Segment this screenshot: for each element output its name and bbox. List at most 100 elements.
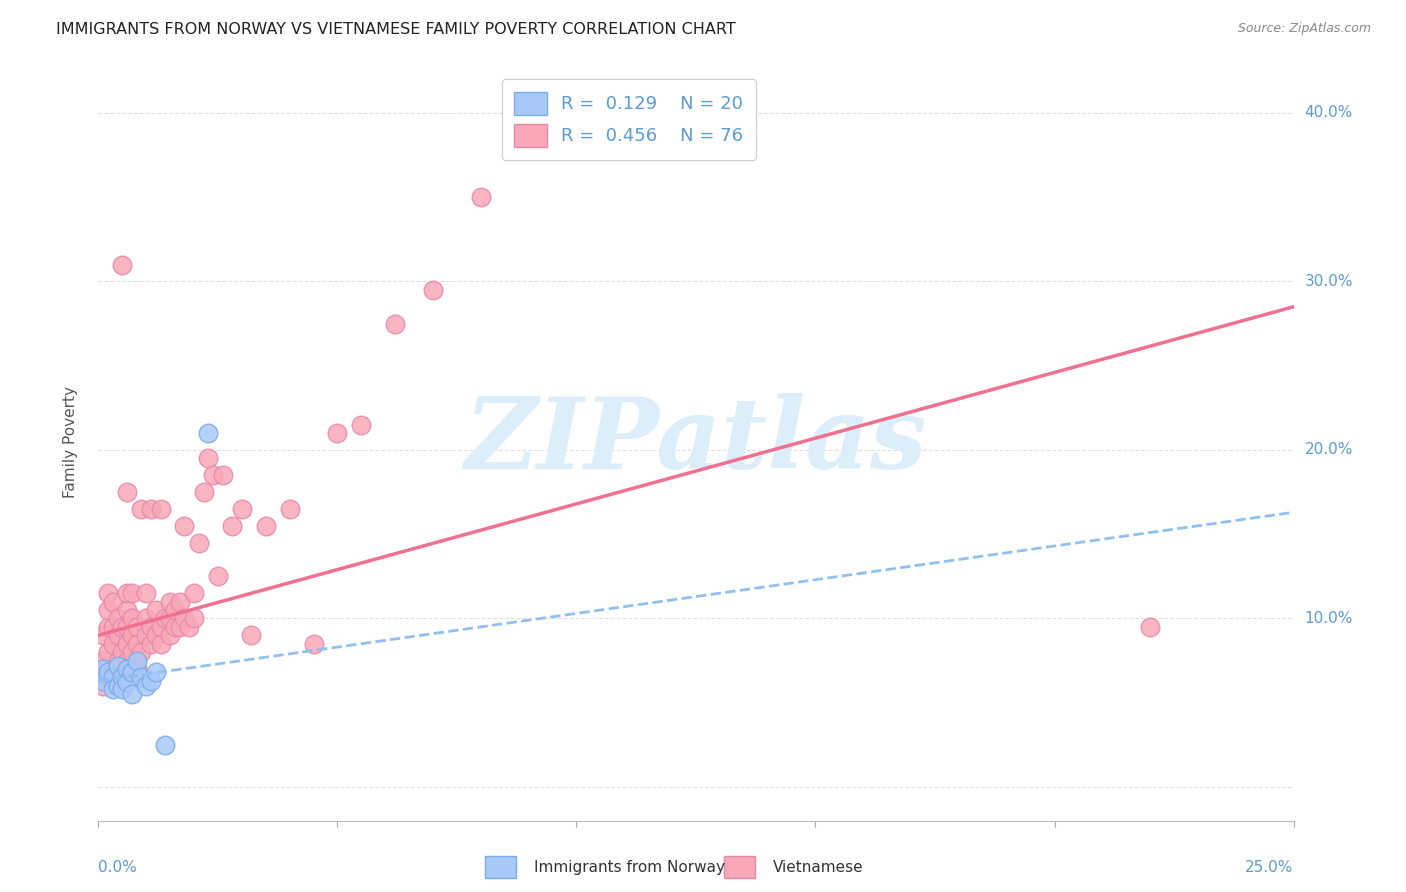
Point xyxy=(197,451,219,466)
Point xyxy=(101,620,124,634)
Point xyxy=(135,586,157,600)
Point xyxy=(121,628,143,642)
Point xyxy=(125,654,148,668)
Point xyxy=(97,603,120,617)
Point xyxy=(179,620,201,634)
Point xyxy=(91,662,114,676)
Point xyxy=(163,620,186,634)
Point xyxy=(169,594,191,608)
Point xyxy=(111,670,134,684)
Point xyxy=(155,611,177,625)
Text: IMMIGRANTS FROM NORWAY VS VIETNAMESE FAMILY POVERTY CORRELATION CHART: IMMIGRANTS FROM NORWAY VS VIETNAMESE FAM… xyxy=(56,22,735,37)
Text: Immigrants from Norway: Immigrants from Norway xyxy=(534,860,725,874)
Point xyxy=(107,654,129,668)
Point xyxy=(121,687,143,701)
Point xyxy=(278,502,301,516)
Point xyxy=(101,637,124,651)
Point xyxy=(91,673,114,688)
Point xyxy=(197,426,219,441)
Point xyxy=(202,468,225,483)
Point xyxy=(97,645,120,659)
Point xyxy=(187,535,209,549)
Point xyxy=(145,603,167,617)
Point xyxy=(350,417,373,432)
Point xyxy=(107,611,129,625)
Point xyxy=(183,611,205,625)
Point xyxy=(111,620,134,634)
Point xyxy=(254,518,277,533)
Point xyxy=(115,620,138,634)
Point xyxy=(1139,620,1161,634)
Point xyxy=(173,611,195,625)
Point xyxy=(121,586,143,600)
Point xyxy=(131,645,153,659)
Point xyxy=(101,682,124,697)
Point xyxy=(155,738,177,752)
Point xyxy=(115,586,138,600)
Point xyxy=(111,645,134,659)
Point xyxy=(240,628,263,642)
Point xyxy=(91,679,114,693)
Text: Source: ZipAtlas.com: Source: ZipAtlas.com xyxy=(1237,22,1371,36)
Point xyxy=(231,502,253,516)
Point xyxy=(139,620,162,634)
Point xyxy=(107,628,129,642)
Point xyxy=(101,670,124,684)
Point xyxy=(159,611,181,625)
Text: 40.0%: 40.0% xyxy=(1305,105,1353,120)
Point xyxy=(135,611,157,625)
Point xyxy=(135,628,157,642)
Point xyxy=(221,518,243,533)
Point xyxy=(145,665,167,680)
Y-axis label: Family Poverty: Family Poverty xyxy=(63,385,77,498)
Point xyxy=(422,283,444,297)
Point xyxy=(131,670,153,684)
Point xyxy=(121,611,143,625)
Point xyxy=(173,518,195,533)
Point xyxy=(111,682,134,697)
Text: 0.0%: 0.0% xyxy=(98,860,138,874)
Point xyxy=(145,628,167,642)
Point xyxy=(125,637,148,651)
Point xyxy=(326,426,349,441)
Point xyxy=(139,502,162,516)
Point xyxy=(149,620,172,634)
Point xyxy=(125,662,148,676)
Point xyxy=(163,603,186,617)
Point xyxy=(101,594,124,608)
Point xyxy=(97,665,120,680)
Point xyxy=(169,620,191,634)
Text: 20.0%: 20.0% xyxy=(1305,442,1353,458)
Point xyxy=(211,468,233,483)
Legend: R =  0.129    N = 20, R =  0.456    N = 76: R = 0.129 N = 20, R = 0.456 N = 76 xyxy=(502,79,756,160)
Point xyxy=(115,603,138,617)
Point xyxy=(115,662,138,676)
Text: 10.0%: 10.0% xyxy=(1305,611,1353,626)
Point xyxy=(207,569,229,583)
Text: 30.0%: 30.0% xyxy=(1305,274,1353,289)
Point xyxy=(183,586,205,600)
Point xyxy=(470,190,492,204)
Point xyxy=(101,662,124,676)
Point xyxy=(97,586,120,600)
Point xyxy=(107,679,129,693)
Point xyxy=(135,679,157,693)
Point xyxy=(115,675,138,690)
Text: Vietnamese: Vietnamese xyxy=(773,860,863,874)
Point xyxy=(97,670,120,684)
Point xyxy=(115,654,138,668)
Point xyxy=(302,637,325,651)
Point xyxy=(111,258,134,272)
Point xyxy=(131,502,153,516)
Point xyxy=(107,658,129,673)
Point xyxy=(91,654,114,668)
Text: 25.0%: 25.0% xyxy=(1246,860,1294,874)
Point xyxy=(111,670,134,684)
Point xyxy=(121,645,143,659)
Point xyxy=(125,620,148,634)
Point xyxy=(159,594,181,608)
Point xyxy=(139,637,162,651)
Point xyxy=(115,485,138,500)
Point xyxy=(91,628,114,642)
Point xyxy=(139,673,162,688)
